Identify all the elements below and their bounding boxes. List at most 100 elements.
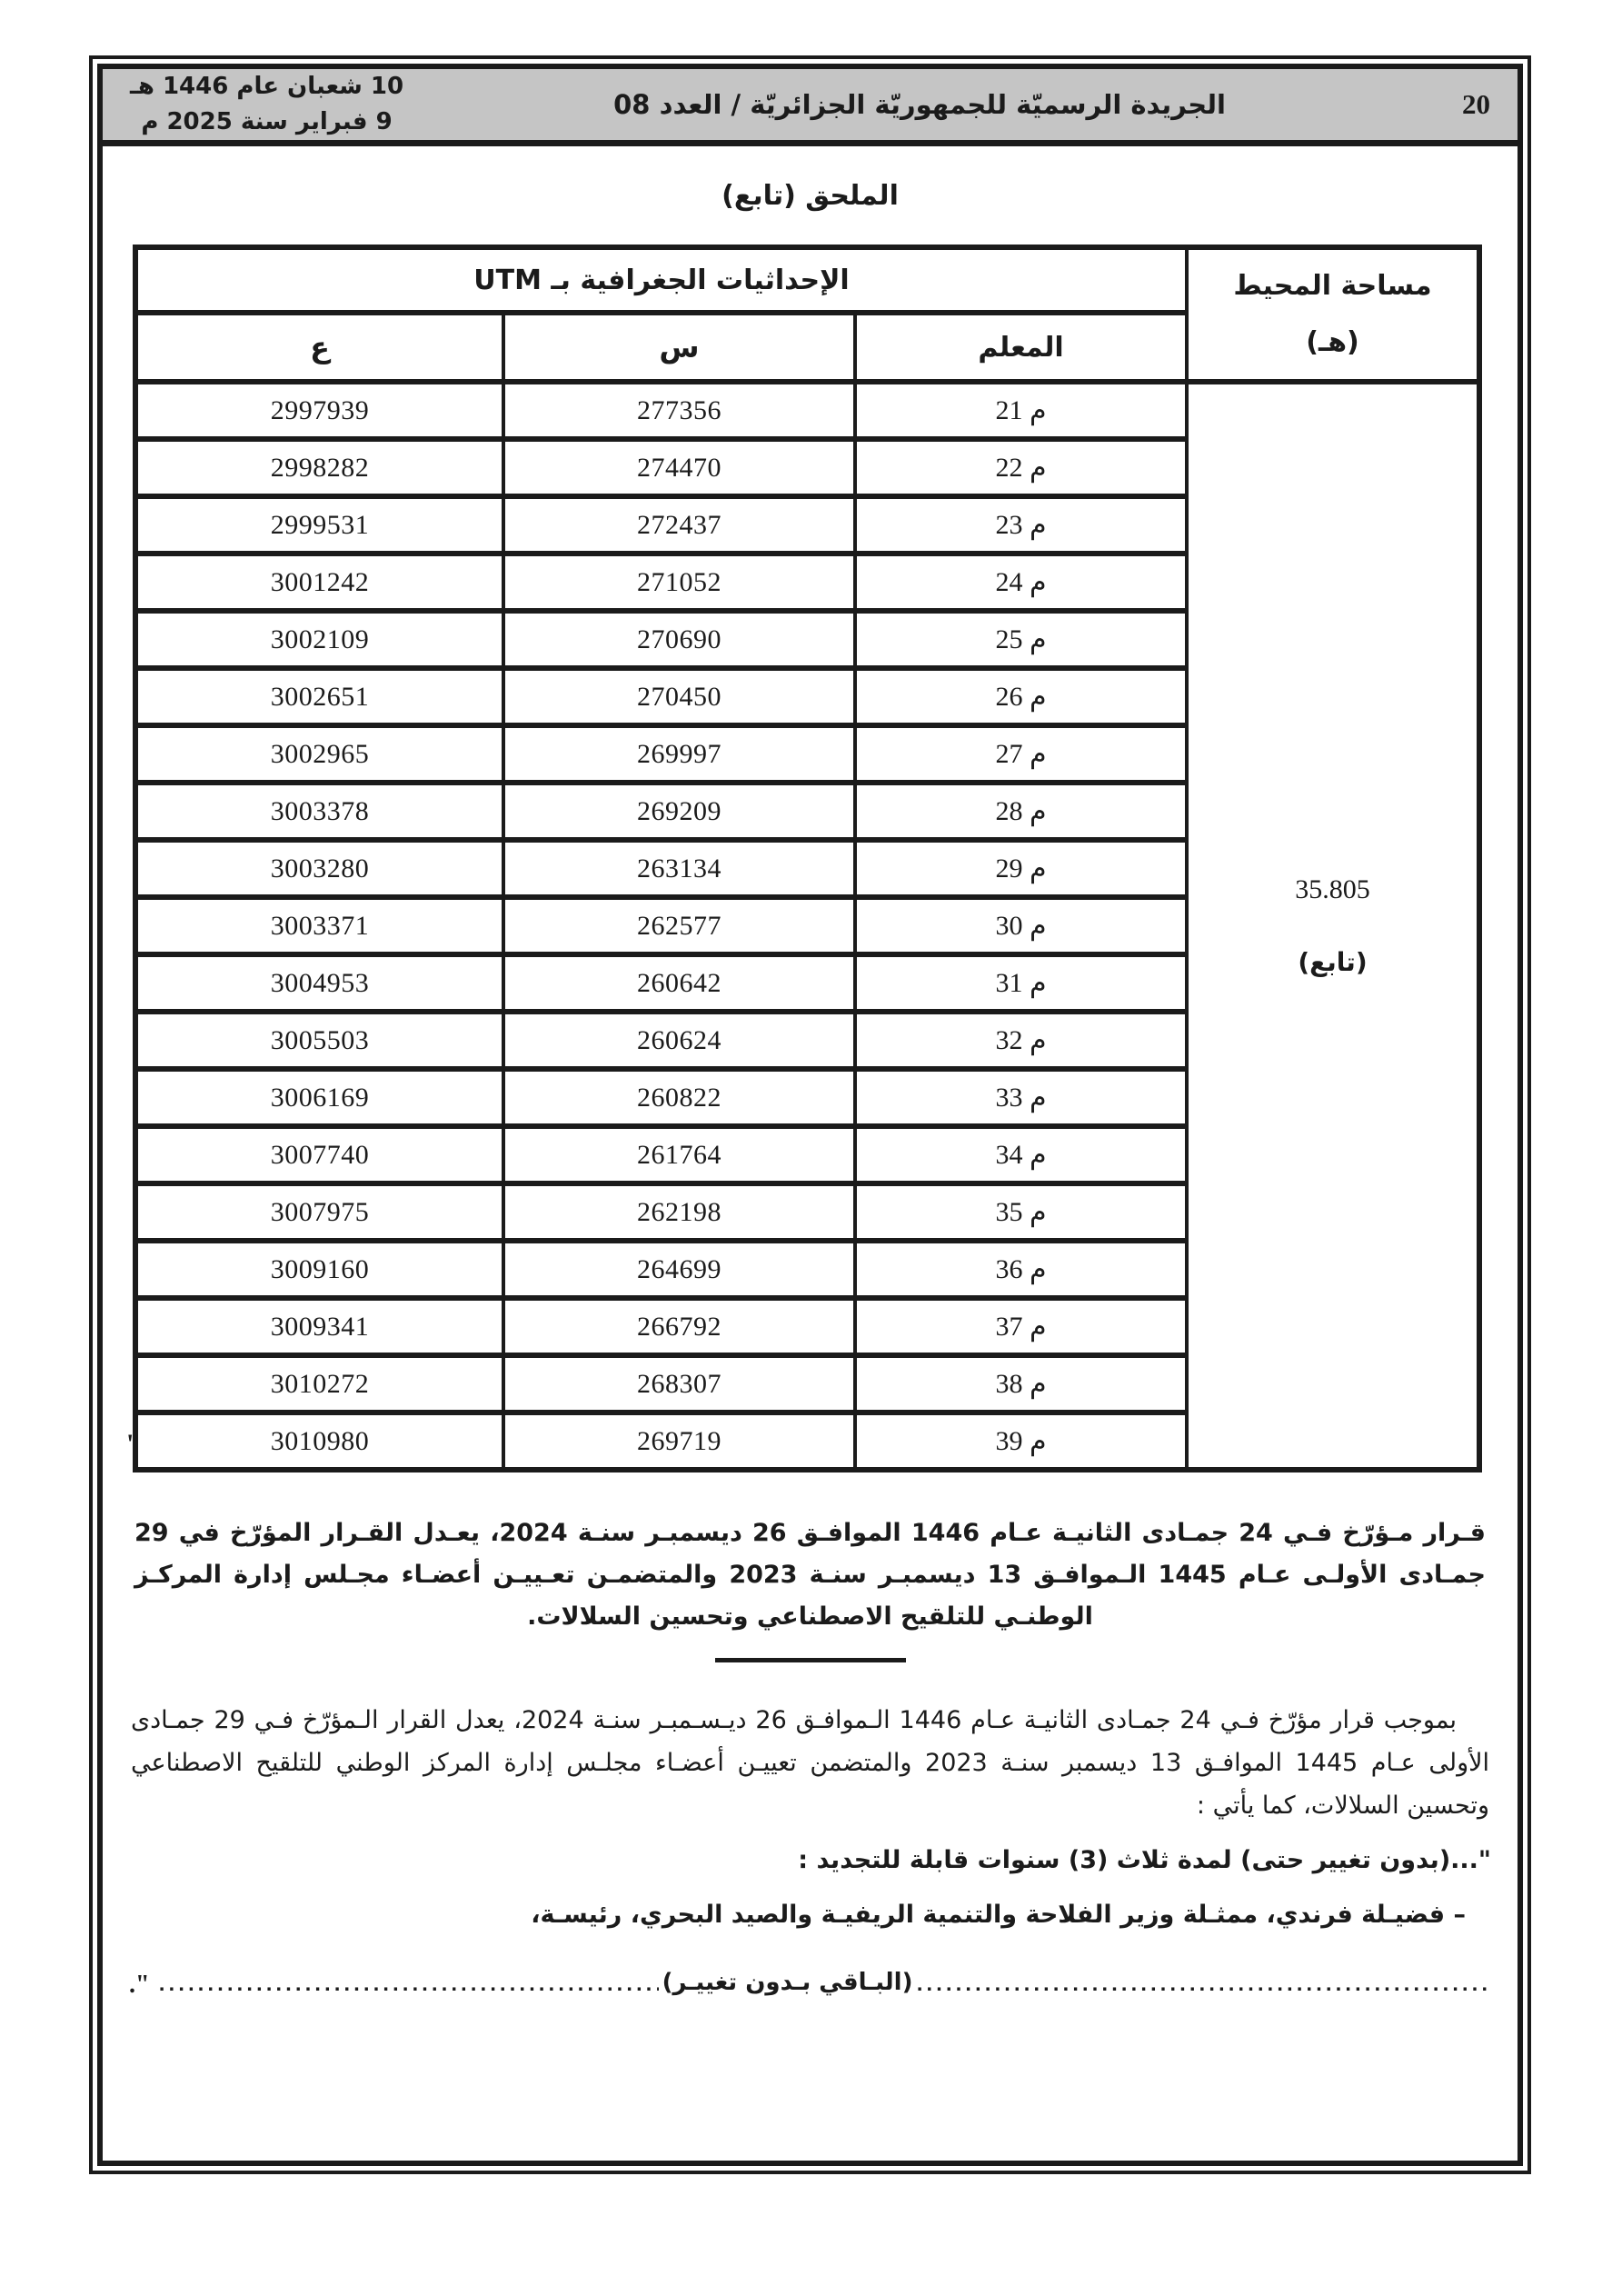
y-cell: 3003371 — [134, 894, 505, 957]
table-row: م 36 264699 3009160 — [134, 1238, 1479, 1301]
col-header-area: مساحة المحيط (هـ) — [1185, 245, 1481, 384]
y-cell: 3003378 — [134, 780, 505, 843]
journal-title: الجريدة الرسميّة للجمهوريّة الجزائريّة /… — [613, 89, 1226, 120]
area-value: 35.805 — [1295, 874, 1370, 904]
y-cell: 3007740 — [134, 1123, 505, 1186]
marker-cell: م 37 — [853, 1295, 1189, 1358]
marker-cell: م 24 — [853, 551, 1189, 614]
marker-cell: م 28 — [853, 780, 1189, 843]
table-row: م 28 269209 3003378 — [134, 780, 1479, 843]
marker-cell: م 38 — [853, 1353, 1189, 1415]
marker-cell: م 31 — [853, 952, 1189, 1014]
dotted-ellipsis-line: ........................................… — [129, 1969, 1491, 2000]
x-cell: 272437 — [502, 494, 857, 556]
x-cell: 271052 — [502, 551, 857, 614]
page-frame: 20 الجريدة الرسميّة للجمهوريّة الجزائريّ… — [89, 55, 1531, 2174]
end-quote-mark: ." — [129, 1971, 150, 1999]
x-cell: 264699 — [502, 1238, 857, 1301]
page-content: الملحق (تابع) مساحة المحيط (هـ) الإحداثي… — [103, 146, 1518, 2161]
marker-cell: م 35 — [853, 1181, 1189, 1243]
y-cell: 2999531 — [134, 494, 505, 556]
col-header-marker: المعلم — [853, 310, 1189, 384]
x-cell: 260624 — [502, 1009, 857, 1072]
x-cell: 277356 — [502, 379, 857, 442]
table-row: م 38 268307 3010272 — [134, 1353, 1479, 1415]
table-row: م 35 262198 3007975 — [134, 1181, 1479, 1243]
x-cell: 260642 — [502, 952, 857, 1014]
annex-title: الملحق (تابع) — [721, 180, 899, 212]
table-row: 35.805 (تابع) م 21 277356 2997939 — [134, 379, 1481, 1472]
table-row: م 24 271052 3001242 — [134, 551, 1479, 614]
marker-cell: م 39 — [853, 1410, 1189, 1472]
table-row: م 27 269997 3002965 — [134, 723, 1479, 785]
x-cell: 262198 — [502, 1181, 857, 1243]
table-row: م 33 260822 3006169 — [134, 1066, 1479, 1129]
marker-cell: م 22 — [853, 436, 1189, 499]
masthead: 20 الجريدة الرسميّة للجمهوريّة الجزائريّ… — [103, 69, 1518, 146]
area-cell: 35.805 (تابع) — [1185, 379, 1481, 1472]
coordinates-table-wrap: مساحة المحيط (هـ) الإحداثيات الجغرافية ب… — [125, 245, 1482, 1472]
table-row: م 37 266792 3009341 — [134, 1295, 1479, 1358]
table-subheader-row: المعلم س ع — [134, 310, 1479, 384]
decree-member-line: – فضيـلة فرندي، ممثـلة وزير الفلاحة والت… — [531, 1901, 1466, 1929]
x-cell: 269719 — [502, 1410, 857, 1472]
y-cell: 3010980 — [134, 1410, 505, 1472]
marker-cell: م 29 — [853, 837, 1189, 900]
date-hijri: 10 شعبان عام 1446 هـ — [130, 73, 404, 100]
y-cell: 3009341 — [134, 1295, 505, 1358]
area-note: (تابع) — [1298, 947, 1368, 977]
marker-cell: م 33 — [853, 1066, 1189, 1129]
x-cell: 263134 — [502, 837, 857, 900]
y-cell: 3010272 — [134, 1353, 505, 1415]
table-row: م 25 270690 3002109 — [134, 608, 1479, 671]
y-cell: 2997939 — [134, 379, 505, 442]
x-cell: 268307 — [502, 1353, 857, 1415]
page-number: 20 — [1462, 88, 1490, 120]
date-gregorian: 9 فبراير سنة 2025 م — [141, 108, 393, 135]
x-cell: 261764 — [502, 1123, 857, 1186]
table-row: م 34 261764 3007740 — [134, 1123, 1479, 1186]
page-frame-inner: 20 الجريدة الرسميّة للجمهوريّة الجزائريّ… — [97, 64, 1523, 2166]
x-cell: 262577 — [502, 894, 857, 957]
y-cell: 3007975 — [134, 1181, 505, 1243]
y-cell: 3004953 — [134, 952, 505, 1014]
x-cell: 269997 — [502, 723, 857, 785]
decree-title: قـرار مـؤرّخ فـي 24 جمـادى الثانيـة عـام… — [134, 1519, 1486, 1631]
closing-quote-mark: " — [125, 1429, 141, 1459]
y-cell: 2998282 — [134, 436, 505, 499]
marker-cell: م 23 — [853, 494, 1189, 556]
table-row: م 26 270450 3002651 — [134, 665, 1479, 728]
y-cell: 3002109 — [134, 608, 505, 671]
decree-body: بموجب قرار مؤرّخ فـي 24 جمـادى الثانيـة … — [131, 1706, 1490, 1820]
table-row: م 23 272437 2999531 — [134, 494, 1479, 556]
x-cell: 270450 — [502, 665, 857, 728]
table-row: م 31 260642 3004953 — [134, 952, 1479, 1014]
table-row: م 22 274470 2998282 — [134, 436, 1479, 499]
table-row: م 30 262577 3003371 — [134, 894, 1479, 957]
area-header-line2: (هـ) — [1306, 326, 1359, 358]
y-cell: 3009160 — [134, 1238, 505, 1301]
col-header-x: س — [502, 310, 857, 384]
x-cell: 260822 — [502, 1066, 857, 1129]
dots-right: ........................................… — [916, 1975, 1491, 1995]
x-cell: 266792 — [502, 1295, 857, 1358]
y-cell: 3006169 — [134, 1066, 505, 1129]
x-cell: 269209 — [502, 780, 857, 843]
marker-cell: م 36 — [853, 1238, 1189, 1301]
marker-cell: م 30 — [853, 894, 1189, 957]
y-cell: 3005503 — [134, 1009, 505, 1072]
x-cell: 274470 — [502, 436, 857, 499]
marker-cell: م 21 — [853, 379, 1189, 442]
decree-quoted-line: "...(بدون تغيير حتى) لمدة ثلاث (3) سنوات… — [798, 1846, 1491, 1874]
masthead-dates: 10 شعبان عام 1446 هـ 9 فبراير سنة 2025 م — [130, 69, 403, 140]
y-cell: 3001242 — [134, 551, 505, 614]
table-row: م 29 263134 3003280 — [134, 837, 1479, 900]
y-cell: 3003280 — [134, 837, 505, 900]
table-header-row: مساحة المحيط (هـ) الإحداثيات الجغرافية ب… — [134, 245, 1481, 384]
marker-cell: م 34 — [853, 1123, 1189, 1186]
area-header-line1: مساحة المحيط — [1233, 270, 1432, 302]
table-row: م 32 260624 3005503 — [134, 1009, 1479, 1072]
y-cell: 3002651 — [134, 665, 505, 728]
marker-cell: م 26 — [853, 665, 1189, 728]
